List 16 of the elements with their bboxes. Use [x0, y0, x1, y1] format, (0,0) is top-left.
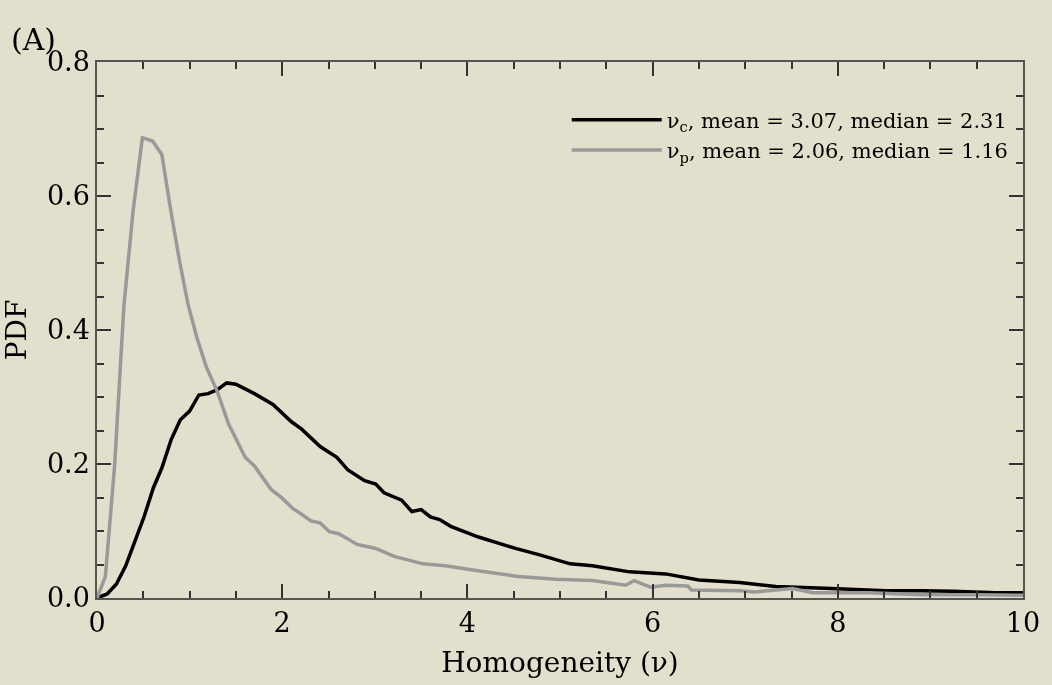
- y-tick-label: 0.6: [46, 180, 90, 212]
- x-tick-label: 2: [273, 607, 291, 639]
- x-tick-label: 8: [829, 607, 847, 639]
- line-series: [97, 381, 1023, 598]
- x-tick-label: 6: [644, 607, 662, 639]
- x-tick-label: 4: [458, 607, 476, 639]
- line-series: [97, 135, 1023, 598]
- legend-label: ν$_{c}$, mean = 3.07, median = 2.31: [666, 108, 1007, 136]
- y-tick-label: 0.4: [46, 314, 90, 346]
- legend-label: ν$_{p}$, mean = 2.06, median = 1.16: [666, 139, 1008, 166]
- y-axis-title: PDF: [0, 299, 33, 361]
- x-tick-label: 10: [1005, 607, 1041, 639]
- x-tick-label: 0: [88, 607, 106, 639]
- y-tick-label: 0.2: [46, 448, 90, 480]
- y-tick-label: 0.0: [46, 582, 90, 614]
- x-axis-title: Homogeneity (ν): [441, 645, 679, 679]
